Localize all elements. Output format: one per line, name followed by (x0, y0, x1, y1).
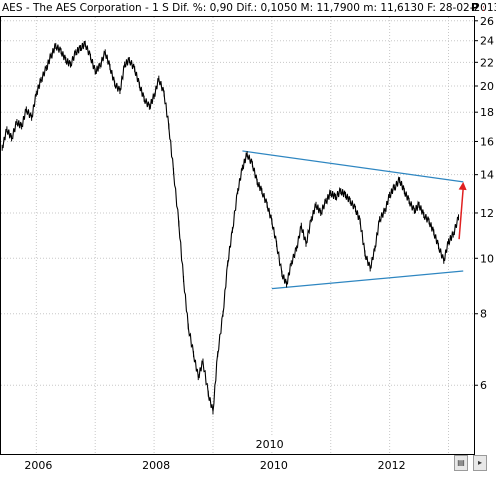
y-tick-label: 26 (480, 15, 494, 28)
flag-marker-icon: : (482, 4, 485, 14)
y-tick-label: 18 (480, 106, 494, 119)
y-tick-label: 16 (480, 135, 494, 148)
y-tick-label: 10 (480, 252, 494, 265)
price-series (1, 40, 460, 415)
grid (1, 17, 475, 454)
scroll-right-icon[interactable]: ▸ (473, 455, 487, 471)
scroll-left-icon[interactable]: ▤ (454, 455, 468, 471)
arrow-head-icon (458, 181, 467, 191)
cursor-date-label: 2010 (256, 438, 284, 451)
y-tick-label: 6 (480, 379, 487, 392)
trendlines (242, 150, 464, 290)
x-tick-label: 2006 (24, 459, 52, 472)
arrow-shaft (458, 187, 464, 240)
horizontal-scroll-control[interactable]: ▤ ▸ (448, 454, 494, 473)
upper-trendline (242, 150, 464, 183)
arrow-annotation (458, 181, 467, 240)
lower-trendline (271, 270, 464, 290)
x-tick-label: 2010 (260, 459, 288, 472)
plot-frame (0, 16, 475, 455)
series-line (2, 41, 459, 412)
cursor-label-bg (253, 437, 286, 451)
cursor-date: 2010 (253, 437, 286, 451)
x-tick-label: 2008 (142, 459, 170, 472)
x-axis: 2006 2008 2010 2012 (24, 459, 405, 472)
y-tick-label: 24 (480, 35, 494, 48)
y-tick-label: 22 (480, 56, 494, 69)
y-tick-label: 20 (480, 80, 494, 93)
chart-title: AES - The AES Corporation - 1 S Dif. %: … (2, 2, 496, 14)
y-tick-label: 8 (480, 308, 487, 321)
y-tick-label: 12 (480, 207, 494, 220)
x-tick-label: 2012 (378, 459, 406, 472)
y-axis: 26 24 22 20 18 16 14 12 10 8 6 (475, 15, 494, 392)
flag-label: P (471, 2, 479, 14)
y-tick-label: 14 (480, 169, 494, 182)
